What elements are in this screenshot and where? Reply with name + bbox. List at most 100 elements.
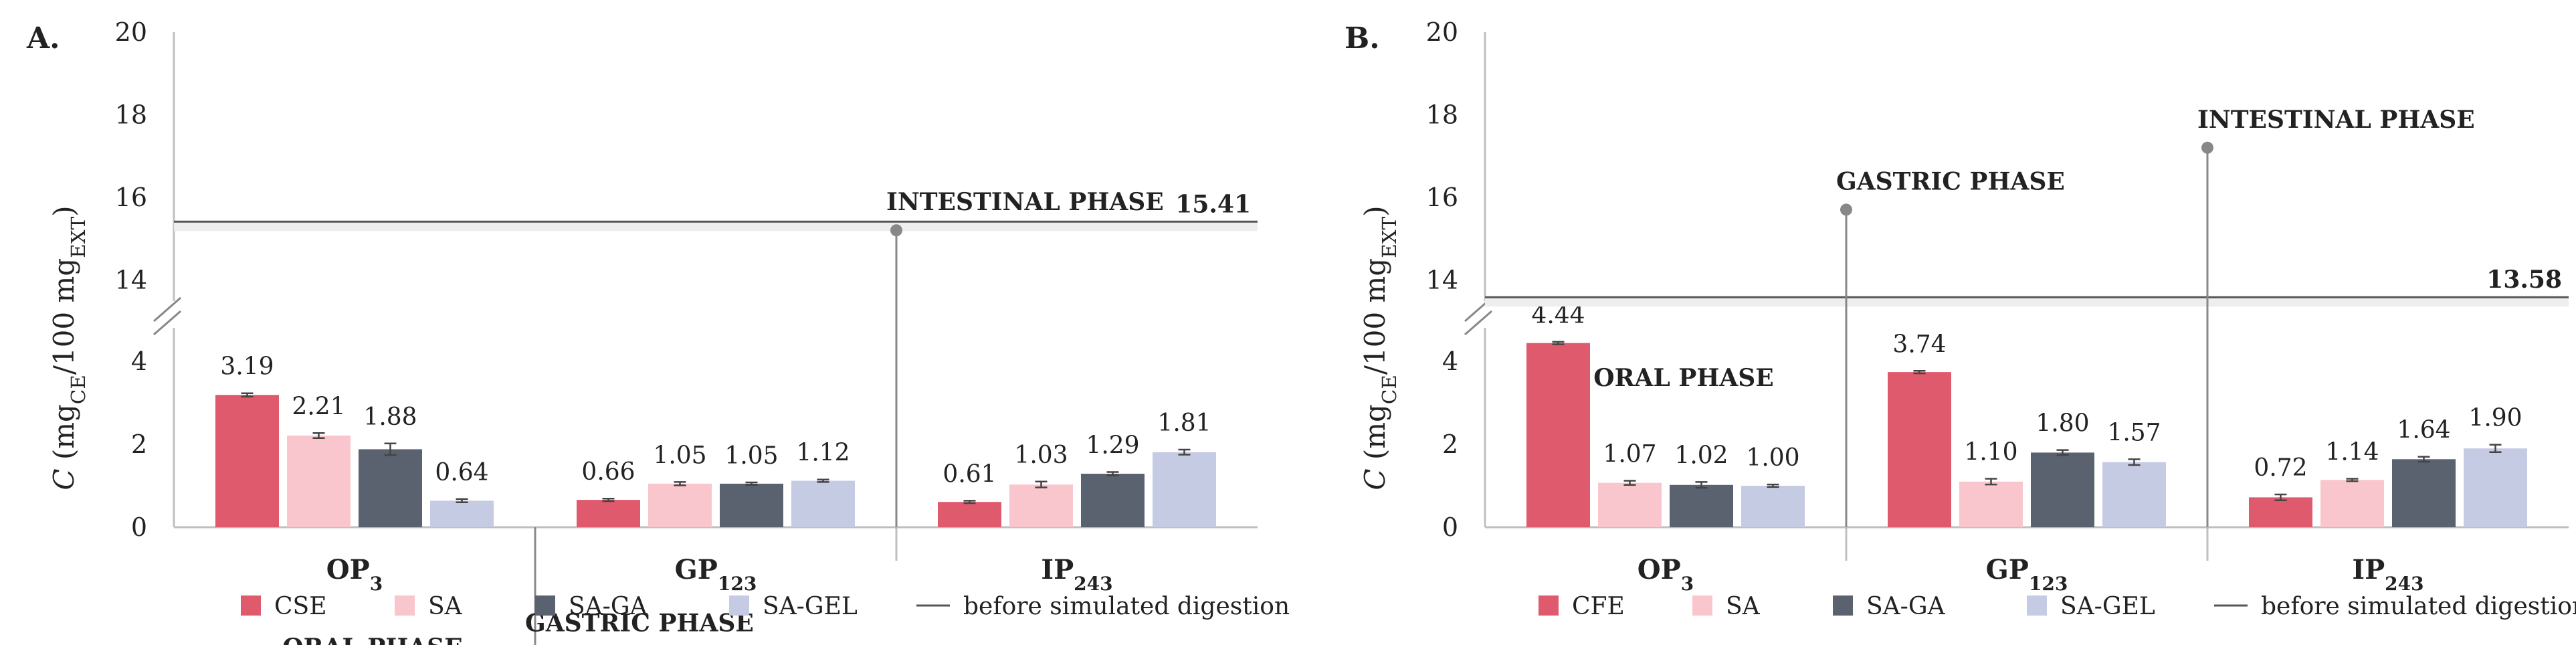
legend-item: before simulated digestion: [2214, 593, 2576, 620]
bar: [938, 502, 1001, 527]
data-label: 0.72: [2254, 454, 2307, 482]
legend-swatch: [535, 595, 555, 616]
legend-label: SA: [1726, 593, 1761, 620]
bar: [359, 449, 422, 527]
phase-marker-dot: [2201, 141, 2213, 154]
data-label: 1.81: [1157, 409, 1211, 437]
legend-item: SA: [1692, 593, 1761, 620]
bar: [1153, 452, 1216, 527]
legend-swatch: [1692, 595, 1712, 616]
y-tick-label: 2: [131, 430, 147, 459]
y-tick-label: 4: [131, 347, 147, 376]
legend-item: before simulated digestion: [916, 593, 1290, 620]
category-label: GP123: [1986, 554, 2068, 595]
legend-label: CFE: [1572, 593, 1625, 620]
legend-item: SA-GA: [535, 593, 648, 620]
y-tick-label: 20: [115, 17, 147, 47]
y-tick-label: 18: [115, 100, 147, 129]
error-bar: [1985, 478, 1997, 486]
data-label: 1.00: [1746, 444, 1799, 472]
panel-label: A.: [26, 21, 60, 56]
category-label: OP3: [1638, 554, 1694, 595]
bar: [2031, 452, 2094, 527]
data-label: 1.88: [363, 403, 417, 431]
error-bar: [2274, 493, 2287, 501]
phase-label: INTESTINAL PHASE: [2197, 106, 2475, 134]
bar: [577, 500, 640, 527]
error-bar: [1552, 341, 1565, 345]
y-axis-label: C (mgCE/100 mgEXT): [47, 205, 90, 490]
legend-item: SA-GEL: [2027, 593, 2155, 620]
y-tick-label: 14: [115, 265, 147, 294]
y-tick-label: 16: [1426, 183, 1458, 212]
bar: [2102, 462, 2166, 527]
data-label: 3.19: [220, 353, 274, 381]
bar: [430, 500, 494, 527]
bar: [215, 395, 279, 527]
data-label: 1.05: [724, 442, 778, 470]
phase-marker: [1840, 203, 1852, 527]
data-label: 0.66: [581, 458, 635, 486]
error-bar: [241, 392, 254, 397]
y-tick-label: 20: [1426, 17, 1458, 47]
error-bar: [312, 432, 325, 439]
y-tick-label: 14: [1426, 265, 1458, 294]
bar: [2392, 459, 2456, 527]
legend-swatch: [241, 595, 261, 616]
error-bar: [602, 497, 615, 502]
error-bar: [2056, 449, 2069, 456]
legend-label: SA-GEL: [763, 593, 858, 620]
error-bar: [456, 498, 468, 504]
data-label: 0.61: [943, 460, 996, 488]
bar: [648, 483, 712, 527]
y-axis-label: C (mgCE/100 mgEXT): [1359, 205, 1401, 490]
error-bar: [1695, 481, 1708, 489]
phase-marker: [2201, 141, 2213, 527]
data-label: 1.80: [2036, 410, 2089, 438]
bar: [1888, 372, 1951, 527]
phase-label: GASTRIC PHASE: [1836, 167, 2065, 195]
data-label: 1.10: [1964, 438, 2017, 466]
error-bar: [2128, 458, 2141, 466]
category-label: IP243: [2352, 554, 2423, 595]
axis-break-slash: [153, 296, 181, 322]
legend-item: SA-GA: [1833, 593, 1946, 620]
legend-item: SA-GEL: [729, 593, 858, 620]
phase-label: INTESTINAL PHASE: [886, 188, 1164, 216]
error-bar: [1623, 480, 1636, 486]
data-label: 1.57: [2107, 419, 2161, 446]
axis-break-marker: [153, 296, 181, 336]
legend-label: SA: [428, 593, 463, 620]
data-label: 1.64: [2397, 417, 2450, 444]
error-bar: [1178, 448, 1191, 456]
bar: [720, 483, 783, 527]
error-bar: [674, 481, 686, 486]
error-bar: [1913, 370, 1926, 375]
error-bar: [745, 481, 758, 486]
legend-swatch: [2027, 595, 2047, 616]
bar: [1670, 484, 1733, 527]
legend-item: CFE: [1539, 593, 1625, 620]
legend-swatch: [729, 595, 749, 616]
data-label: 3.74: [1892, 331, 1946, 358]
bar: [1526, 343, 1590, 527]
data-label: 0.64: [435, 459, 488, 486]
error-bar: [1035, 480, 1048, 488]
category-label: OP3: [326, 554, 383, 595]
error-bar: [384, 442, 397, 456]
phase-marker-dot: [1840, 203, 1852, 216]
reference-line-shadow: [174, 221, 1258, 232]
bar: [1741, 486, 1805, 527]
panel-a: A. C (mgCE/100 mgEXT) 0 2 4 14 16 18 20 OP3 3.19 2.…: [26, 17, 1290, 645]
error-bar: [817, 478, 829, 483]
bar: [791, 480, 855, 527]
data-label: 1.07: [1603, 441, 1656, 468]
data-label: 1.05: [653, 442, 706, 469]
error-bar: [1767, 483, 1779, 488]
phase-marker: [534, 527, 536, 645]
axis-break-slash: [1464, 310, 1492, 336]
phase-label: ORAL PHASE: [1593, 364, 1774, 392]
legend-label: SA-GA: [1866, 593, 1946, 620]
legend-label: CSE: [274, 593, 327, 620]
